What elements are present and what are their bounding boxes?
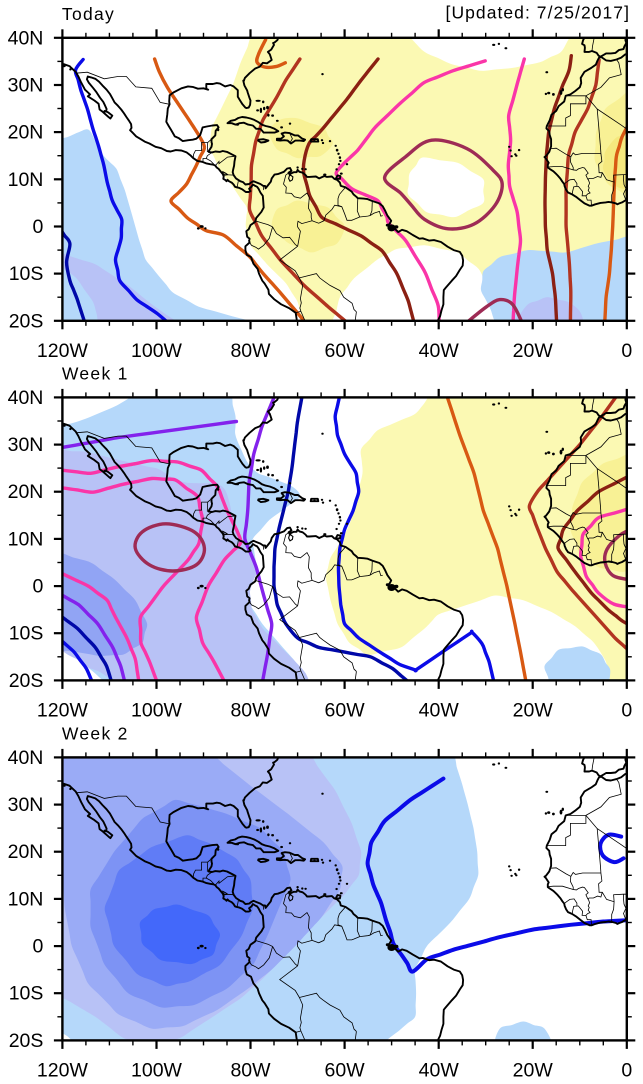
svg-text:20S: 20S — [9, 1030, 44, 1052]
svg-text:80W: 80W — [230, 340, 271, 362]
svg-text:120W: 120W — [37, 699, 89, 721]
svg-text:10S: 10S — [9, 983, 44, 1005]
svg-text:80W: 80W — [230, 699, 271, 721]
svg-text:60W: 60W — [325, 699, 366, 721]
svg-text:0: 0 — [621, 340, 632, 362]
svg-text:Week 2: Week 2 — [62, 723, 129, 743]
svg-text:20N: 20N — [8, 841, 44, 863]
svg-text:100W: 100W — [131, 1059, 183, 1081]
svg-text:20S: 20S — [9, 310, 44, 332]
svg-text:40N: 40N — [8, 747, 44, 769]
svg-text:60W: 60W — [325, 340, 366, 362]
svg-text:100W: 100W — [131, 340, 183, 362]
svg-text:20W: 20W — [513, 699, 554, 721]
svg-text:0: 0 — [33, 936, 44, 958]
svg-text:20N: 20N — [8, 481, 44, 503]
svg-text:40N: 40N — [8, 387, 44, 409]
svg-text:10S: 10S — [9, 623, 44, 645]
svg-text:20N: 20N — [8, 122, 44, 144]
svg-text:[Updated: 7/25/2017]: [Updated: 7/25/2017] — [446, 3, 630, 23]
svg-text:20W: 20W — [513, 1059, 554, 1081]
svg-text:10N: 10N — [8, 528, 44, 550]
svg-text:10S: 10S — [9, 263, 44, 285]
svg-text:10N: 10N — [8, 169, 44, 191]
svg-text:0: 0 — [621, 699, 632, 721]
svg-text:10N: 10N — [8, 888, 44, 910]
svg-text:20S: 20S — [9, 670, 44, 692]
svg-text:30N: 30N — [8, 434, 44, 456]
svg-text:0: 0 — [33, 576, 44, 598]
svg-text:100W: 100W — [131, 699, 183, 721]
svg-text:30N: 30N — [8, 75, 44, 97]
svg-text:60W: 60W — [325, 1059, 366, 1081]
svg-text:30N: 30N — [8, 794, 44, 816]
svg-text:40W: 40W — [419, 1059, 460, 1081]
svg-text:40N: 40N — [8, 27, 44, 49]
svg-text:Today: Today — [62, 4, 115, 24]
svg-text:120W: 120W — [37, 340, 89, 362]
svg-text:120W: 120W — [37, 1059, 89, 1081]
svg-text:Week 1: Week 1 — [62, 363, 129, 383]
svg-text:0: 0 — [33, 216, 44, 238]
svg-text:80W: 80W — [230, 1059, 271, 1081]
svg-text:40W: 40W — [419, 699, 460, 721]
svg-text:20W: 20W — [513, 340, 554, 362]
svg-text:40W: 40W — [419, 340, 460, 362]
svg-text:0: 0 — [621, 1059, 632, 1081]
